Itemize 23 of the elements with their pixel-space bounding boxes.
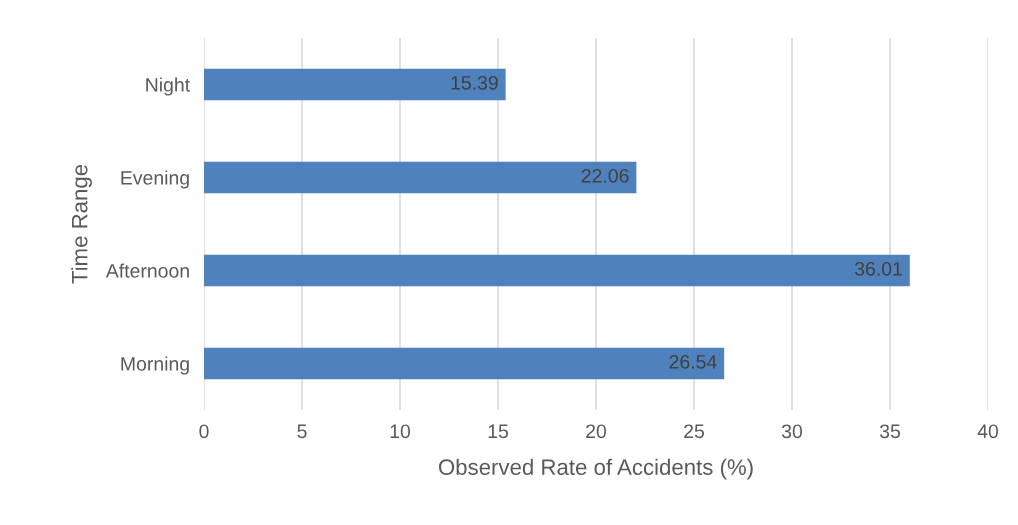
y-tick-label: Morning	[121, 356, 189, 375]
data-label: 36.01	[854, 261, 902, 276]
data-label: 22.06	[581, 168, 629, 183]
bar	[204, 347, 725, 380]
x-tick-label: 10	[390, 424, 411, 439]
bar	[204, 254, 910, 287]
y-axis-title: Time Range	[71, 164, 92, 284]
x-tick-label: 40	[977, 424, 999, 439]
x-tick-label: 30	[781, 424, 803, 439]
x-tick-label: 25	[684, 424, 704, 439]
y-tick-label: Afternoon	[105, 263, 189, 278]
data-label: 26.54	[669, 354, 717, 369]
bar	[204, 161, 637, 194]
x-axis-title: Observed Rate of Accidents (%)	[438, 458, 753, 480]
y-tick-label: Evening	[121, 170, 189, 189]
x-tick-label: 0	[199, 424, 209, 439]
y-tick-label: Night	[146, 77, 190, 96]
data-label: 15.39	[451, 75, 498, 90]
x-tick-label: 35	[879, 424, 900, 439]
bar	[204, 68, 506, 101]
x-tick-label: 20	[586, 424, 607, 439]
x-tick-label: 5	[297, 424, 307, 439]
x-tick-label: 15	[488, 424, 508, 439]
